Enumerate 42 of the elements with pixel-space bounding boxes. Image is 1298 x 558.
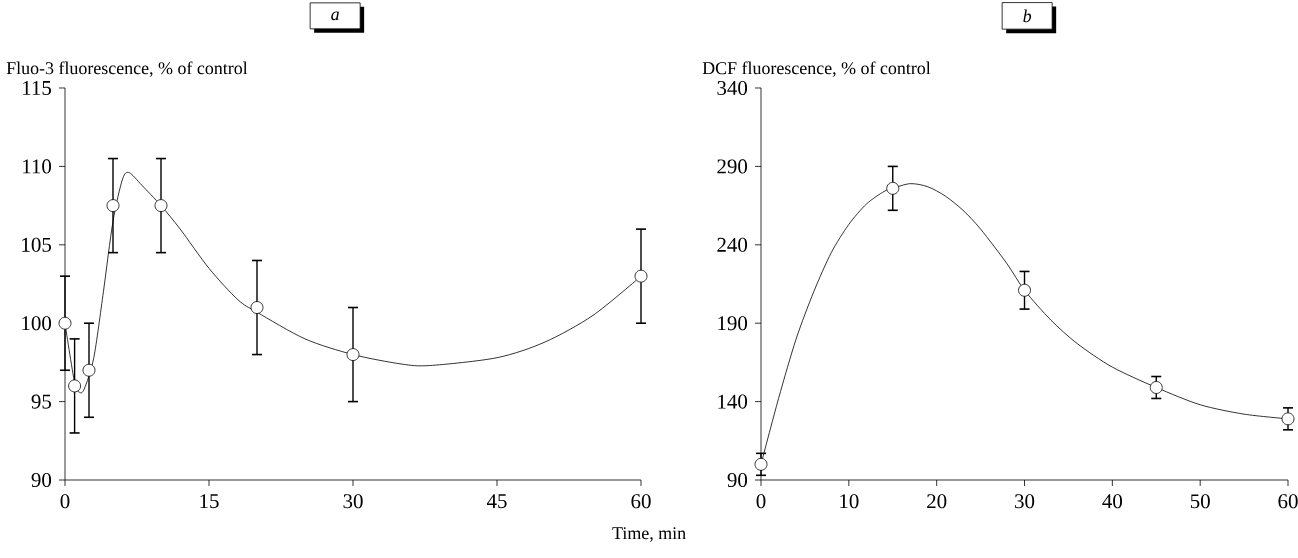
y-tick-label: 240 [717,237,748,252]
y-tick-label: 95 [31,394,52,409]
x-tick-label: 60 [631,494,651,509]
y-tick-label: 290 [717,159,748,174]
point [754,457,768,471]
y-tick-label: 90 [31,472,52,488]
point [154,199,168,212]
text: a [331,11,339,21]
point [58,316,72,330]
x-tick-label: 30 [343,494,363,509]
point [82,363,96,377]
point [68,379,81,393]
y-tick-label: 100 [22,316,52,331]
x-tick-label: 50 [1190,494,1210,509]
y-tick-label: 340 [717,80,748,96]
x-tick-label: 0 [60,494,70,509]
y-tick-label: 110 [23,159,52,174]
point [106,199,120,212]
x-tick-label: 45 [486,494,507,509]
y-tick-label: 90 [727,472,748,488]
y-tick-label: 115 [23,80,52,96]
y-tick-label: 190 [718,316,748,331]
x-tick-label: 60 [1278,494,1298,509]
x-tick-label: 0 [756,494,766,509]
y-axis-title: Fluo-3 fluorescence, % of control [6,61,248,77]
x-tick-label: 10 [840,494,859,509]
point [346,348,360,361]
y-tick-label: 105 [22,237,52,252]
x-tick-label: 15 [200,494,219,509]
x-axis-title: Time, min [612,527,686,542]
point [1018,283,1031,297]
point [634,269,648,283]
point [1149,381,1163,394]
point [886,181,900,195]
x-tick-label: 20 [927,494,947,509]
point [1281,412,1295,426]
point [250,301,264,314]
text: b [1023,9,1032,23]
y-tick-label: 140 [718,394,748,409]
x-tick-label: 30 [1015,494,1035,509]
y-axis-title: DCF fluorescence, % of control [702,61,931,77]
x-tick-label: 40 [1102,494,1123,509]
